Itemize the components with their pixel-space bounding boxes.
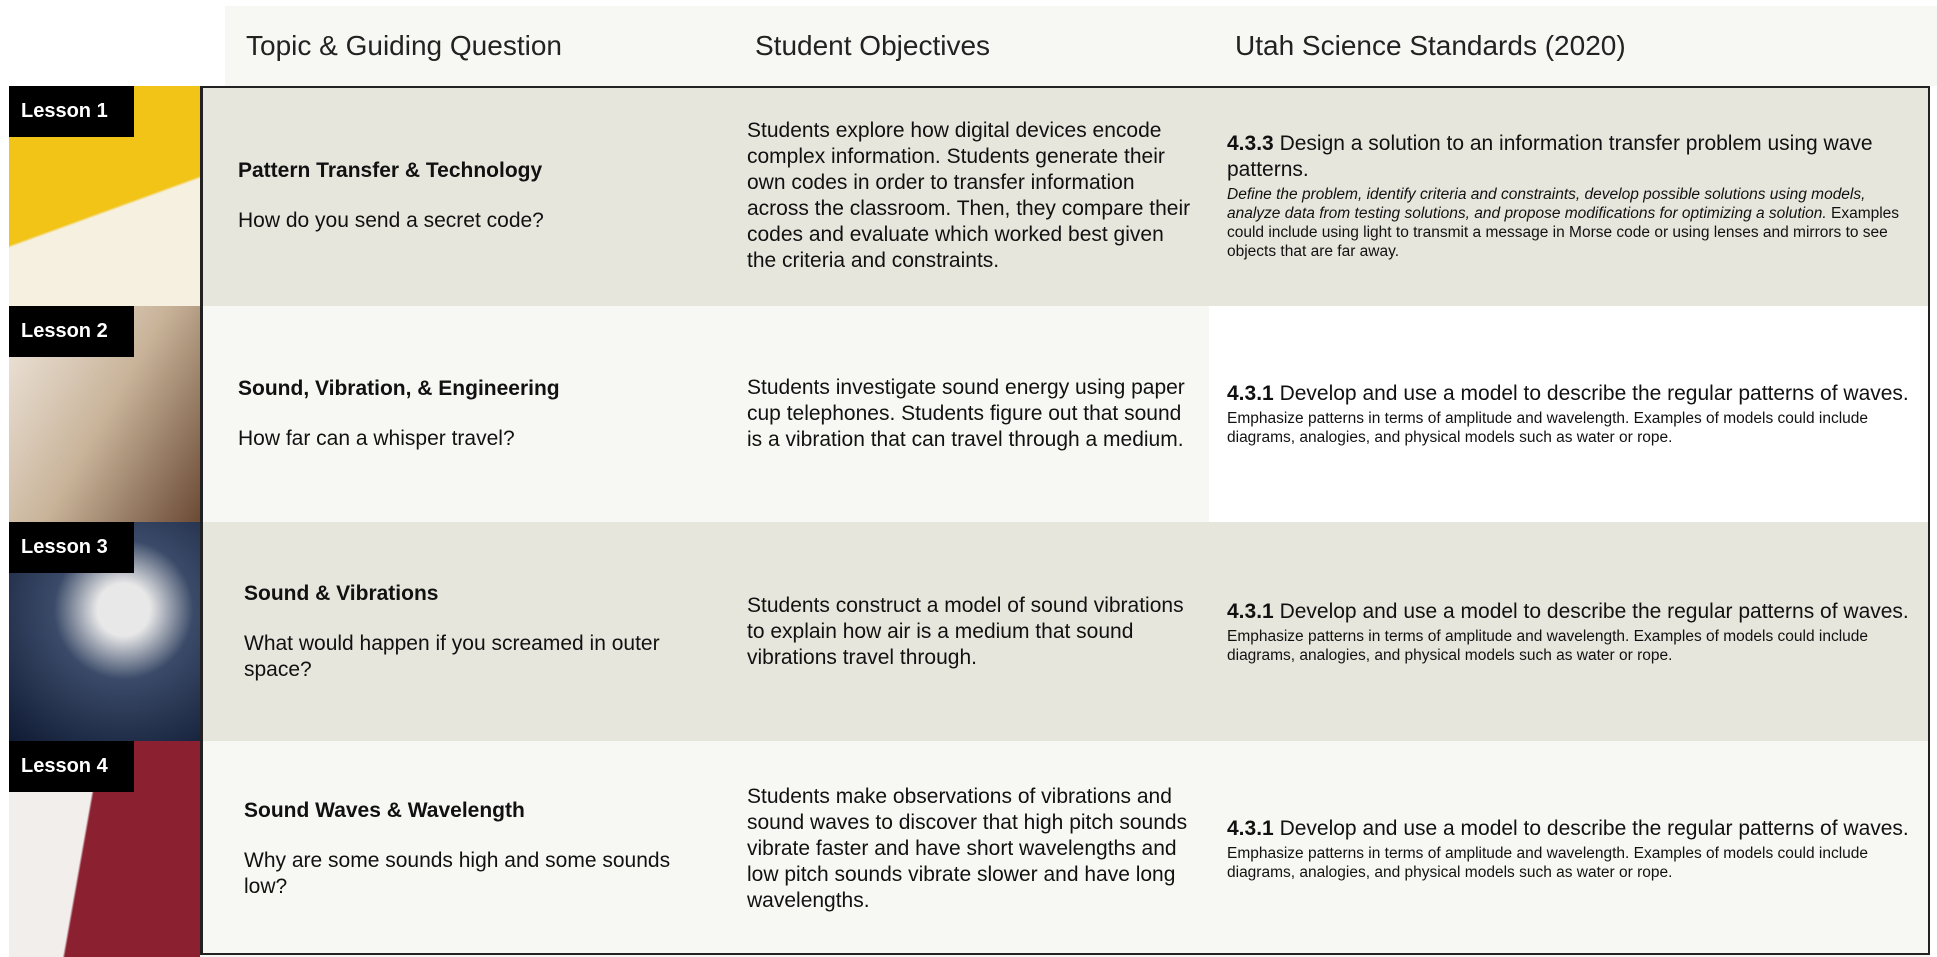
standard: 4.3.1 Develop and use a model to describ… — [1227, 381, 1917, 407]
lesson-row: Sound Waves & Wavelength Why are some sou… — [200, 741, 1930, 957]
objectives: Students make observations of vibrations… — [747, 785, 1188, 912]
standard: 4.3.3 Design a solution to an informatio… — [1227, 131, 1917, 183]
column-header: Topic & Guiding Question — [246, 30, 562, 61]
lesson-label: Lesson 2 — [9, 306, 134, 357]
lesson-title: Pattern Transfer & Technology — [238, 159, 543, 182]
lesson-title: Sound & Vibrations — [244, 581, 439, 605]
standard-bg — [1209, 522, 1930, 741]
standard-bg — [1209, 86, 1930, 306]
standard-cell: 4.3.3 Design a solution to an informatio… — [1227, 86, 1917, 306]
standard-code: 4.3.3 — [1227, 132, 1274, 155]
objectives: Students investigate sound energy using … — [747, 376, 1185, 451]
standard-text: Develop and use a model to describe the … — [1279, 599, 1909, 623]
guiding-question: Why are some sounds high and some sounds… — [244, 849, 671, 898]
lesson-image: Lesson 4 — [9, 741, 200, 957]
lesson-label: Lesson 1 — [9, 86, 134, 137]
standard-description-italic: Define the problem, identify criteria an… — [1227, 186, 1866, 222]
standard-bg — [1209, 306, 1930, 522]
header — [225, 6, 1937, 86]
standard-description-text: Emphasize patterns in terms of amplitude… — [1227, 845, 1869, 881]
topic-cell: Sound Waves & Wavelength Why are some sou… — [244, 741, 714, 957]
objectives-cell: Students explore how digital devices enc… — [747, 86, 1197, 306]
standard-text: Develop and use a model to describe the … — [1279, 817, 1909, 840]
lesson-row: Pattern Transfer & Technology How do you … — [200, 86, 1930, 306]
standard-cell: 4.3.1 Develop and use a model to describ… — [1227, 741, 1917, 957]
objectives-cell: Students make observations of vibrations… — [747, 741, 1197, 957]
lesson-image: Lesson 3 — [9, 522, 200, 741]
guiding-question: How do you send a secret code? — [238, 209, 544, 232]
standard-description: Emphasize patterns in terms of amplitude… — [1227, 409, 1917, 447]
lesson-title: Sound, Vibration, & Engineering — [238, 377, 560, 400]
standard-description: Emphasize patterns in terms of amplitude… — [1227, 844, 1917, 882]
objectives: Students construct a model of sound vibr… — [747, 593, 1184, 669]
objectives-cell: Students investigate sound energy using … — [747, 306, 1197, 522]
guiding-question: How far can a whisper travel? — [238, 427, 515, 450]
standard-description: Define the problem, identify criteria an… — [1227, 185, 1917, 261]
topic-cell: Sound, Vibration, & Engineering How far c… — [238, 306, 708, 522]
standard-code: 4.3.1 — [1227, 599, 1274, 623]
standard-bg — [1209, 741, 1930, 957]
lesson-image: Lesson 2 — [9, 306, 200, 522]
standard: 4.3.1 Develop and use a model to describ… — [1227, 599, 1917, 625]
standard-description-text: Emphasize patterns in terms of amplitude… — [1227, 410, 1869, 446]
standard-code: 4.3.1 — [1227, 817, 1274, 840]
guiding-question: What would happen if you screamed in out… — [244, 631, 660, 681]
lesson-title: Sound Waves & Wavelength — [244, 799, 525, 822]
lesson-label: Lesson 3 — [9, 522, 134, 573]
column-header: Utah Science Standards (2020) — [1235, 30, 1626, 61]
standard: 4.3.1 Develop and use a model to describ… — [1227, 816, 1917, 842]
standard-text: Develop and use a model to describe the … — [1279, 382, 1909, 405]
lesson-image: Lesson 1 — [9, 86, 200, 306]
topic-cell: Sound & Vibrations What would happen if y… — [244, 522, 714, 741]
topic-cell: Pattern Transfer & Technology How do you … — [238, 86, 708, 306]
standard-cell: 4.3.1 Develop and use a model to describ… — [1227, 522, 1917, 741]
objectives: Students explore how digital devices enc… — [747, 119, 1191, 272]
standard-description-text: Examples could include using light to tr… — [1227, 205, 1900, 260]
objectives-cell: Students construct a model of sound vibr… — [747, 522, 1197, 741]
standard-description: Emphasize patterns in terms of amplitude… — [1227, 627, 1917, 665]
standard-code: 4.3.1 — [1227, 382, 1274, 405]
lesson-row: Sound, Vibration, & Engineering How far c… — [200, 306, 1930, 522]
standard-cell: 4.3.1 Develop and use a model to describ… — [1227, 306, 1917, 522]
lesson-label: Lesson 4 — [9, 741, 134, 792]
column-header: Student Objectives — [755, 30, 991, 61]
table-frame — [200, 86, 1930, 955]
lesson-row: Sound & Vibrations What would happen if y… — [200, 522, 1930, 741]
standard-text: Design a solution to an information tran… — [1227, 132, 1873, 181]
standard-description-text: Emphasize patterns in terms of amplitude… — [1227, 627, 1869, 664]
